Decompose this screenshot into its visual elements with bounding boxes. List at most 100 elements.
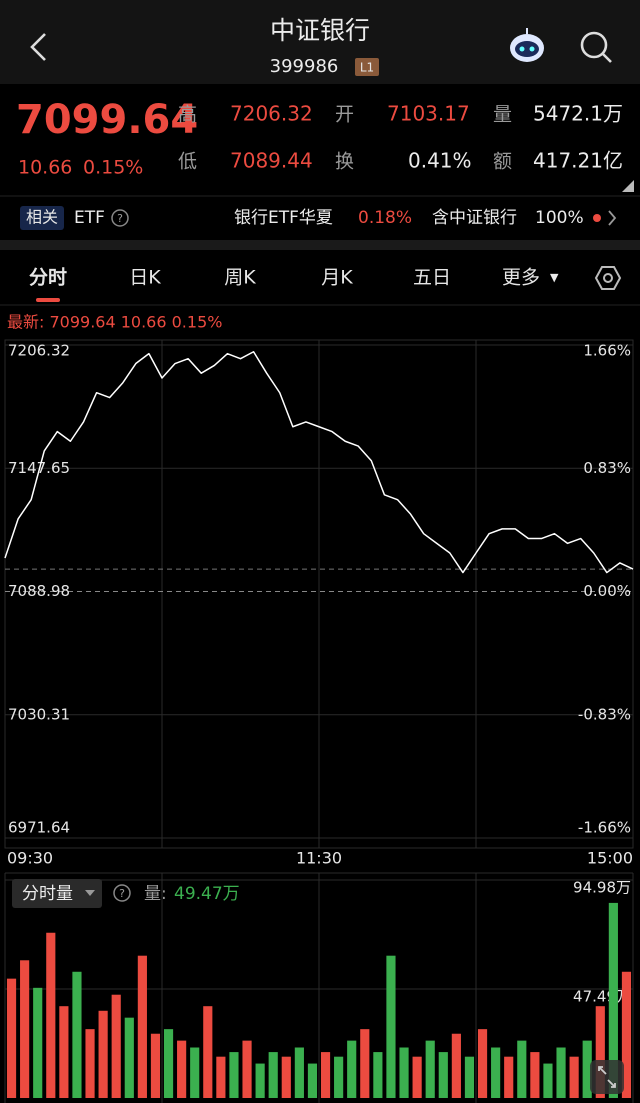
stat-label: 量 [493,104,512,126]
volume-bar [347,1040,357,1098]
volume-bar [517,1040,527,1098]
price-change-pct: 0.15% [83,157,143,179]
stat-value: 417.21亿 [533,149,623,173]
volume-bar [46,932,56,1098]
stat-label: 低 [178,151,197,173]
assistant-icon[interactable] [510,28,544,62]
header-title: 中证银行 [270,16,370,45]
tab-bar: 分时 日K 周K 月K 五日 更多 [29,267,540,289]
price-change: 10.66 [18,157,72,179]
volume-bar [621,971,632,1098]
plots: 09:30 11:30 15:007206.327147.657088.987030… [4,339,634,1103]
volume-bar [491,1047,501,1098]
volume-selector-bg[interactable] [12,879,102,908]
volume-bar [163,1029,174,1098]
volume-bar [33,987,43,1098]
holding-label: 含中证银行 [432,208,517,228]
stat-label: 额 [493,151,512,173]
search-icon[interactable] [580,31,612,63]
stat-label: 换 [335,151,354,173]
volume-bar [464,1056,475,1098]
volume-bar [190,1047,200,1098]
volume-bar [137,955,147,1098]
volume-bar [294,1047,304,1098]
more-arrow[interactable] [608,210,617,226]
volume-bar [608,902,618,1098]
volume-bar [72,971,82,1098]
volume-bar [242,1040,252,1098]
settings-icon[interactable] [594,266,622,290]
info-glyph: ? [117,212,123,225]
stat-value: 7103.17 [387,102,470,126]
last-price: 7099.64 [16,97,198,143]
level-badge: L1 [360,61,374,75]
volume-bar [504,1056,514,1098]
volume-selector[interactable]: 分时量 [22,884,73,904]
y-tick-label: 6971.64 [8,819,70,837]
volume-current: 49.47万 [174,884,240,904]
back-button[interactable] [30,33,46,61]
volume-bar [438,1052,448,1098]
related-tag: 相关 [26,208,58,227]
volume-bar [124,1017,134,1098]
volume-bar [543,1063,553,1098]
volume-bar [386,955,396,1098]
volume-bar [6,978,17,1098]
volume-bar [85,1029,95,1098]
volume-bar [412,1056,422,1098]
y2-tick-label: -0.83% [578,705,631,723]
level-badge-bg [355,58,379,76]
info-icon[interactable] [111,209,129,227]
price-line [4,351,634,574]
stat-value: 7089.44 [230,149,313,173]
volume-bar [530,1052,540,1098]
volume-bar [203,1006,213,1098]
tab[interactable]: 周K [224,267,256,289]
info-glyph: ? [119,887,125,900]
volume-bar [373,1052,383,1098]
status-dot [593,214,601,222]
holding-pct: 100% [535,208,584,228]
volume-bar [111,994,121,1098]
volume-bar [281,1056,291,1098]
tab[interactable]: 五日 [413,267,451,289]
volume-bar [59,1006,69,1098]
volume-bar [229,1052,239,1098]
stat-value: 7206.32 [230,102,313,126]
volume-bar [451,1033,461,1098]
related-tag-bg [20,206,64,230]
stat-value: 5472.1万 [533,102,623,126]
x-tick-label: 15:00 [587,849,633,868]
tab[interactable]: 月K [321,267,353,289]
volume-bar [582,1040,592,1098]
y2-tick-label: 0.83% [583,459,631,477]
tab[interactable]: 分时 [29,267,67,289]
y2-tick-label: -1.66% [578,819,631,837]
volume-bar [569,1056,579,1098]
settings-icon-center [603,273,613,283]
volume-bar [556,1047,566,1098]
y2-tick-label: 1.66% [583,342,631,360]
volume-bar [177,1040,187,1098]
related-fund[interactable]: 银行ETF华夏 [234,208,333,228]
dropdown-caret: ▼ [550,271,559,284]
stat-value: 0.41% [408,149,472,173]
y-tick-label: 94.98万 [573,879,631,897]
info-icon[interactable] [113,884,131,902]
tab[interactable]: 日K [129,267,161,289]
x-tick-label: 09:30 [7,849,53,868]
y-tick-label: 7206.32 [8,342,70,360]
volume-bar [595,1006,605,1098]
stat-label: 开 [335,104,354,126]
volume-bar [425,1040,435,1098]
volume-bar [268,1052,278,1098]
volume-bar [334,1056,344,1098]
active-tab-indicator [36,298,60,302]
y-tick-label: 7088.98 [8,582,70,600]
expand-icon[interactable] [590,1060,624,1094]
latest-annotation: 最新: 7099.64 10.66 0.15% [7,313,222,332]
tab[interactable]: 更多 [502,267,540,289]
dropdown-caret [85,890,95,896]
